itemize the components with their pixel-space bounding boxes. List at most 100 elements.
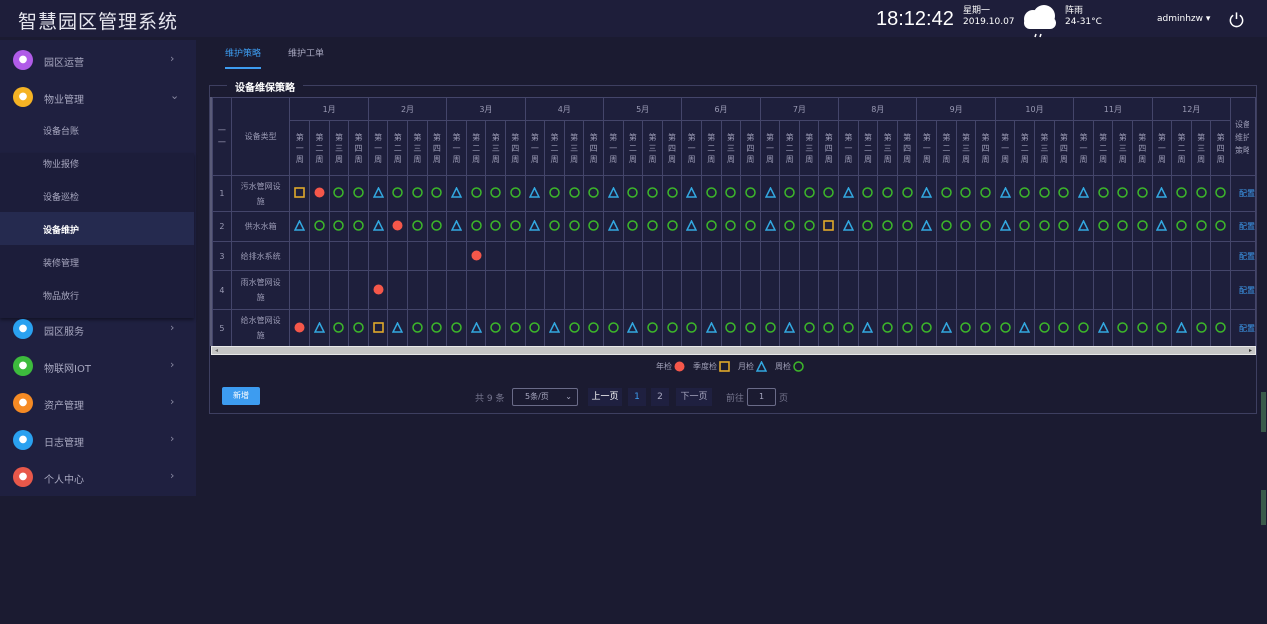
schedule-cell — [857, 309, 879, 346]
schedule-cell — [1151, 309, 1173, 346]
schedule-cell — [798, 211, 820, 242]
schedule-cell — [465, 241, 487, 271]
scroll-right-arrow[interactable]: ▸ — [1248, 347, 1252, 354]
monthly-check-icon — [685, 186, 698, 200]
weekly-check-icon — [1117, 187, 1128, 200]
schedule-cell — [661, 309, 683, 346]
schedule-cell — [975, 211, 996, 242]
schedule-cell — [877, 211, 898, 242]
configure-link[interactable]: 配置 — [1229, 241, 1256, 271]
app-title: 智慧园区管理系统 — [18, 11, 179, 33]
schedule-cell — [583, 270, 604, 310]
weekly-check-icon — [1039, 220, 1050, 233]
equipment-type: 雨水管网设施 — [230, 270, 291, 310]
sidebar-item-1[interactable]: ● 物业管理 ⌄ — [0, 79, 196, 116]
scroll-left-arrow[interactable]: ◂ — [215, 347, 219, 354]
schedule-cell — [1131, 309, 1153, 346]
monthly-check-icon — [1019, 320, 1031, 335]
monthly-check-icon — [921, 219, 933, 233]
week-header: 第三周 — [720, 120, 742, 176]
sidebar-item-6[interactable]: ● 个人中心 › — [0, 459, 196, 496]
add-button[interactable]: 新增 — [222, 387, 260, 405]
schedule-cell — [916, 270, 938, 310]
date: 2019.10.07 — [963, 17, 1015, 27]
schedule-cell — [504, 241, 526, 271]
tab-maintenance-orders[interactable]: 维护工单 — [288, 49, 325, 59]
goto-page-input[interactable]: 1 — [747, 388, 776, 406]
schedule-cell — [779, 309, 800, 346]
schedule-cell — [544, 309, 565, 346]
weekly-check-icon — [353, 321, 364, 335]
page-size-select[interactable]: 5条/页 ⌄ — [512, 388, 578, 406]
monthly-check-icon — [372, 186, 384, 200]
schedule-cell — [1210, 211, 1231, 242]
user-menu[interactable]: adminhzw ▾ — [1157, 14, 1210, 24]
weekly-check-icon — [960, 220, 972, 233]
chevron-down-icon: ⌄ — [565, 392, 572, 401]
schedule-cell — [975, 270, 996, 310]
weekly-check-icon — [1058, 187, 1070, 200]
window-scrollbar-bottom[interactable] — [1261, 490, 1266, 525]
schedule-cell — [1092, 270, 1114, 310]
submenu-item-5[interactable]: 物品放行 — [0, 278, 194, 311]
week-header: 第二周 — [387, 120, 409, 176]
weekly-check-icon — [725, 187, 737, 200]
weekly-check-icon — [666, 220, 678, 233]
horizontal-scrollbar[interactable]: ◂ ▸ — [211, 346, 1256, 355]
submenu-item-0[interactable]: 设备台账 — [0, 113, 194, 146]
schedule-cell — [504, 211, 526, 242]
schedule-table: 一一设备类型1月2月3月4月5月6月7月8月9月10月11月12月设备维护策略第… — [212, 97, 1256, 346]
weekly-check-icon — [1195, 187, 1207, 200]
weekly-check-icon — [1215, 321, 1226, 335]
next-page-button[interactable]: 下一页 — [676, 388, 712, 406]
schedule-cell — [289, 309, 311, 346]
weekly-check-icon — [901, 187, 913, 200]
schedule-cell — [309, 175, 330, 212]
legend-label: 周检 — [775, 362, 791, 371]
schedule-cell — [700, 211, 722, 242]
sidebar-item-3[interactable]: ● 物联网IOT › — [0, 348, 196, 385]
schedule-cell — [720, 175, 742, 212]
submenu-item-1[interactable]: 物业报修 — [0, 146, 194, 179]
weekly-check-icon — [862, 220, 874, 233]
week-header: 第二周 — [1171, 120, 1192, 176]
schedule-cell — [779, 270, 800, 310]
window-scrollbar-top[interactable] — [1261, 392, 1266, 432]
configure-link[interactable]: 配置 — [1229, 175, 1256, 212]
page-unit: 页 — [779, 394, 789, 404]
schedule-cell — [1034, 241, 1055, 271]
annual-check-icon — [314, 187, 325, 200]
configure-link[interactable]: 配置 — [1229, 211, 1256, 242]
schedule-cell — [818, 175, 840, 212]
configure-link[interactable]: 配置 — [1229, 270, 1256, 310]
submenu-item-3[interactable]: 设备维护 — [0, 212, 194, 245]
sidebar-item-0[interactable]: ● 园区运营 › — [0, 42, 196, 79]
submenu-item-2[interactable]: 设备巡检 — [0, 179, 194, 212]
schedule-cell — [465, 309, 487, 346]
weekly-check-icon — [510, 220, 521, 233]
sidebar-item-5[interactable]: ● 日志管理 › — [0, 422, 196, 459]
power-icon[interactable] — [1228, 11, 1245, 28]
prev-page-button[interactable]: 上一页 — [588, 388, 622, 406]
top-header: 智慧园区管理系统 18:12:42 星期一 2019.10.07 阵雨 24-3… — [0, 0, 1267, 38]
tab-maintenance-strategy[interactable]: 维护策略 — [225, 46, 262, 69]
page-1-button[interactable]: 1 — [628, 388, 646, 406]
sidebar-item-2[interactable]: ● 园区服务 › — [0, 311, 196, 348]
weekly-check-icon — [980, 187, 991, 200]
weekly-check-icon — [1137, 187, 1148, 200]
schedule-cell — [681, 175, 702, 212]
week-header: 第四周 — [896, 120, 918, 176]
username: adminhzw — [1157, 14, 1203, 24]
schedule-cell — [955, 211, 977, 242]
submenu-item-4[interactable]: 装修管理 — [0, 245, 194, 278]
cloud-rain-icon — [1024, 5, 1056, 38]
monthly-check-icon — [921, 186, 933, 200]
monthly-check-icon — [392, 320, 404, 335]
page-2-button[interactable]: 2 — [651, 388, 669, 406]
weekly-check-icon — [490, 220, 501, 233]
total-count: 共 9 条 — [475, 394, 505, 404]
weekly-check-icon — [823, 321, 835, 335]
sidebar-item-4[interactable]: ● 资产管理 › — [0, 385, 196, 422]
monthly-check-icon — [294, 219, 306, 233]
configure-link[interactable]: 配置 — [1229, 309, 1256, 346]
